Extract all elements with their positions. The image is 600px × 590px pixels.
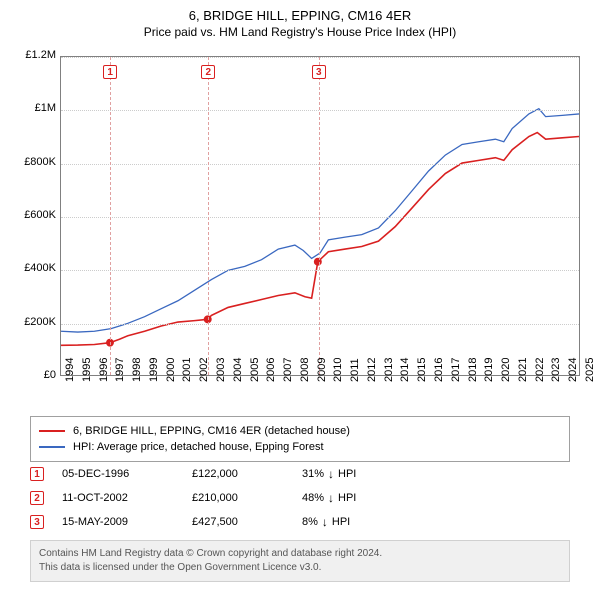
x-axis-label: 2014: [399, 358, 411, 382]
series-line-hpi: [61, 109, 579, 332]
y-axis-label: £0: [8, 369, 56, 381]
x-axis-label: 2003: [215, 358, 227, 382]
legend-swatch: [39, 430, 65, 432]
transaction-row: 2 11-OCT-2002£210,00048%↓HPI: [30, 486, 570, 510]
x-axis-label: 1994: [64, 358, 76, 382]
x-axis-label: 2011: [349, 358, 361, 382]
chart-plot-area: 1 2 3: [60, 56, 580, 376]
x-axis-label: 2012: [366, 358, 378, 382]
x-axis-label: 2009: [316, 358, 328, 382]
x-axis-label: 2018: [467, 358, 479, 382]
gridline: [61, 110, 579, 111]
transaction-date: 11-OCT-2002: [62, 492, 192, 504]
x-axis-label: 2023: [550, 358, 562, 382]
y-axis-label: £1.2M: [8, 49, 56, 61]
marker-line: [319, 57, 320, 375]
arrow-down-icon: ↓: [322, 516, 328, 528]
x-axis-label: 1995: [81, 358, 93, 382]
marker-number-box: 2: [201, 65, 215, 79]
transaction-marker: 3: [30, 515, 44, 529]
y-axis-label: £200K: [8, 316, 56, 328]
y-axis-label: £400K: [8, 262, 56, 274]
x-axis-label: 2006: [265, 358, 277, 382]
transaction-pct: 8%↓HPI: [302, 516, 422, 528]
legend-item: 6, BRIDGE HILL, EPPING, CM16 4ER (detach…: [39, 423, 561, 439]
y-axis-label: £600K: [8, 209, 56, 221]
chart-subtitle: Price paid vs. HM Land Registry's House …: [0, 23, 600, 45]
x-axis-label: 2013: [383, 358, 395, 382]
x-axis-label: 2021: [517, 358, 529, 382]
x-axis-label: 1999: [148, 358, 160, 382]
transaction-price: £427,500: [192, 516, 302, 528]
chart-svg: [61, 57, 579, 375]
x-axis-label: 2008: [299, 358, 311, 382]
transaction-price: £122,000: [192, 468, 302, 480]
marker-line: [110, 57, 111, 375]
legend-item: HPI: Average price, detached house, Eppi…: [39, 439, 561, 455]
arrow-down-icon: ↓: [328, 492, 334, 504]
y-axis-label: £800K: [8, 156, 56, 168]
transaction-pct: 48%↓HPI: [302, 492, 422, 504]
x-axis-label: 2015: [416, 358, 428, 382]
transaction-pct: 31%↓HPI: [302, 468, 422, 480]
transaction-date: 05-DEC-1996: [62, 468, 192, 480]
x-axis-label: 2010: [332, 358, 344, 382]
chart-legend: 6, BRIDGE HILL, EPPING, CM16 4ER (detach…: [30, 416, 570, 462]
x-axis-label: 2024: [567, 358, 579, 382]
footer-license: Contains HM Land Registry data © Crown c…: [30, 540, 570, 582]
x-axis-label: 2017: [450, 358, 462, 382]
marker-number-box: 1: [103, 65, 117, 79]
transaction-row: 3 15-MAY-2009£427,5008%↓HPI: [30, 510, 570, 534]
x-axis-label: 2000: [165, 358, 177, 382]
transaction-price: £210,000: [192, 492, 302, 504]
x-axis-label: 2002: [198, 358, 210, 382]
footer-line-1: Contains HM Land Registry data © Crown c…: [39, 547, 561, 561]
x-axis-label: 2019: [483, 358, 495, 382]
gridline: [61, 324, 579, 325]
x-axis-label: 1996: [98, 358, 110, 382]
transaction-date: 15-MAY-2009: [62, 516, 192, 528]
chart-title: 6, BRIDGE HILL, EPPING, CM16 4ER: [0, 0, 600, 23]
x-axis-label: 2025: [584, 358, 596, 382]
x-axis-label: 2016: [433, 358, 445, 382]
chart-container: { "title": "6, BRIDGE HILL, EPPING, CM16…: [0, 0, 600, 590]
transaction-marker: 1: [30, 467, 44, 481]
marker-number-box: 3: [312, 65, 326, 79]
x-axis-label: 2020: [500, 358, 512, 382]
gridline: [61, 217, 579, 218]
gridline: [61, 270, 579, 271]
gridline: [61, 57, 579, 58]
footer-line-2: This data is licensed under the Open Gov…: [39, 561, 561, 575]
legend-label: 6, BRIDGE HILL, EPPING, CM16 4ER (detach…: [73, 425, 350, 437]
x-axis-label: 1997: [114, 358, 126, 382]
gridline: [61, 164, 579, 165]
marker-line: [208, 57, 209, 375]
x-axis-label: 2007: [282, 358, 294, 382]
x-axis-label: 2001: [181, 358, 193, 382]
transactions-table: 1 05-DEC-1996£122,00031%↓HPI 2 11-OCT-2002£…: [30, 462, 570, 534]
arrow-down-icon: ↓: [328, 468, 334, 480]
x-axis-label: 2005: [249, 358, 261, 382]
transaction-row: 1 05-DEC-1996£122,00031%↓HPI: [30, 462, 570, 486]
transaction-marker: 2: [30, 491, 44, 505]
x-axis-label: 2004: [232, 358, 244, 382]
marker-dot: [314, 258, 322, 266]
legend-swatch: [39, 446, 65, 448]
legend-label: HPI: Average price, detached house, Eppi…: [73, 441, 324, 453]
x-axis-label: 2022: [534, 358, 546, 382]
x-axis-label: 1998: [131, 358, 143, 382]
y-axis-label: £1M: [8, 102, 56, 114]
